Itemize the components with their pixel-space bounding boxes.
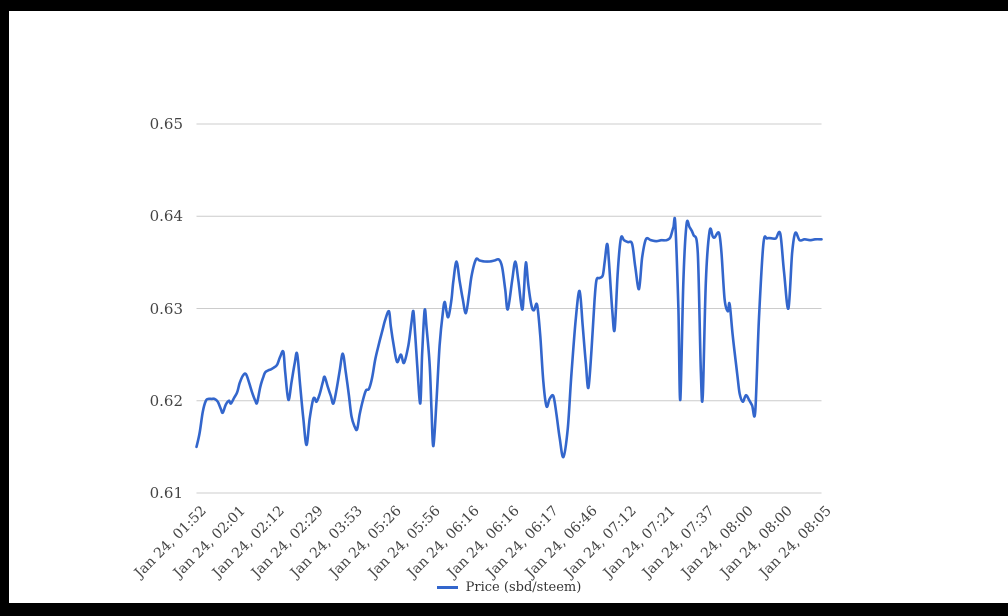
- y-axis-label: 0.62: [149, 391, 183, 410]
- y-axis-label: 0.61: [149, 484, 183, 502]
- chart-legend: Price (sbd/steem): [196, 578, 822, 596]
- y-axis-label: 0.63: [149, 299, 183, 318]
- window-frame-left: [0, 0, 9, 616]
- window-frame-bottom: [0, 603, 1008, 616]
- legend-line-swatch: [436, 585, 458, 589]
- y-axis-label: 0.65: [149, 115, 183, 133]
- legend-series-label: Price (sbd/steem): [465, 579, 582, 595]
- price-series-line[interactable]: [195, 216, 823, 459]
- y-axis-label: 0.64: [149, 207, 183, 226]
- window-frame-top: [0, 0, 1008, 11]
